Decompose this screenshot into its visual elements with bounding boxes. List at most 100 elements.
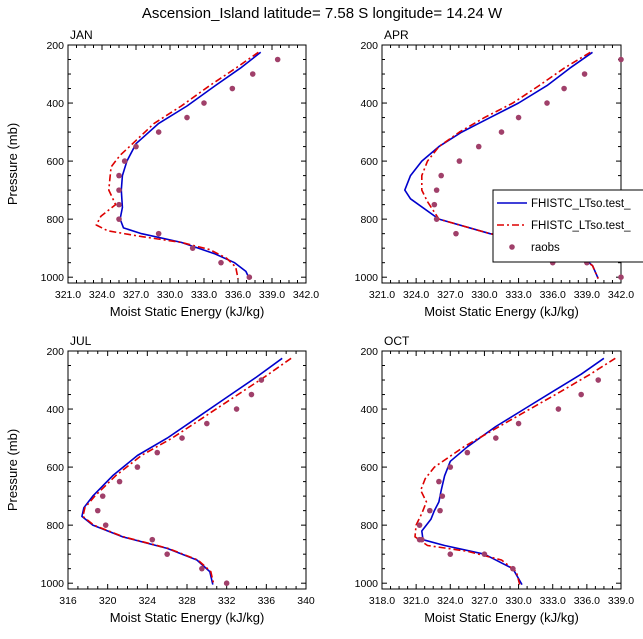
raobs-point bbox=[433, 216, 440, 222]
legend-label: raobs bbox=[531, 242, 560, 254]
x-tick-label: 336.0 bbox=[225, 289, 251, 301]
y-tick-label: 1000 bbox=[355, 578, 379, 590]
x-tick-label: 327.0 bbox=[471, 595, 497, 607]
raobs-point bbox=[439, 493, 446, 499]
raobs-point bbox=[184, 114, 190, 121]
raobs-point bbox=[248, 391, 255, 398]
x-tick-label: 316 bbox=[59, 595, 77, 607]
raobs-point bbox=[155, 129, 162, 135]
raobs-point bbox=[133, 143, 139, 150]
series-line-solid bbox=[119, 51, 262, 279]
y-tick-label: 1000 bbox=[41, 578, 65, 590]
x-tick-label: 320 bbox=[99, 595, 117, 607]
raobs-point bbox=[510, 565, 516, 572]
series-line-dashed bbox=[95, 51, 259, 279]
raobs-point bbox=[204, 420, 210, 427]
x-tick-label: 324.0 bbox=[89, 289, 115, 301]
raobs-point bbox=[427, 507, 433, 514]
y-tick-label: 200 bbox=[46, 40, 64, 52]
raobs-point bbox=[116, 187, 122, 193]
x-axis-label: Moist Static Energy (kJ/kg) bbox=[110, 304, 265, 319]
raobs-point bbox=[498, 129, 505, 135]
x-tick-label: 321.0 bbox=[55, 289, 81, 301]
panel-apr: APR 321.0 324.0 327.0 330.0 333.0 336.0 339.0 34… bbox=[355, 28, 635, 319]
x-tick-label: 324.0 bbox=[437, 595, 463, 607]
raobs-point bbox=[618, 56, 624, 63]
x-tick-label: 336.0 bbox=[574, 595, 600, 607]
raobs-point bbox=[493, 435, 499, 441]
raobs-point bbox=[433, 187, 440, 193]
x-tick-label: 342.0 bbox=[608, 289, 634, 301]
y-tick-label: 600 bbox=[360, 156, 378, 168]
y-tick-label: 600 bbox=[360, 462, 378, 474]
x-tick-label: 339.0 bbox=[608, 595, 634, 607]
x-tick-label: 333.0 bbox=[540, 595, 566, 607]
x-axis-label: Moist Static Energy (kJ/kg) bbox=[424, 610, 579, 625]
x-tick-label: 327.0 bbox=[437, 289, 463, 301]
panel-title: JUL bbox=[70, 334, 92, 348]
raobs-point bbox=[453, 230, 459, 237]
x-tick-label: 336 bbox=[258, 595, 276, 607]
raobs-point bbox=[201, 100, 207, 106]
plot-frame bbox=[67, 44, 307, 284]
series-line-dashed bbox=[414, 357, 616, 585]
x-tick-label: 324 bbox=[139, 595, 157, 607]
raobs-point bbox=[121, 158, 128, 164]
panel-title: OCT bbox=[384, 334, 410, 348]
y-tick-label: 400 bbox=[360, 98, 378, 110]
y-axis-label: Pressure (mb) bbox=[5, 123, 20, 205]
y-tick-label: 200 bbox=[360, 346, 378, 358]
raobs-point bbox=[149, 536, 156, 543]
raobs-point bbox=[481, 551, 488, 557]
legend-marker-raobs bbox=[509, 244, 515, 250]
raobs-point bbox=[515, 420, 522, 427]
raobs-point bbox=[246, 274, 253, 280]
raobs-point bbox=[595, 377, 602, 383]
y-axis-label: Pressure (mb) bbox=[5, 429, 20, 511]
x-tick-label: 321.0 bbox=[369, 289, 395, 301]
y-tick-label: 1000 bbox=[355, 272, 379, 284]
plot-frame bbox=[381, 350, 622, 590]
raobs-point bbox=[475, 143, 482, 150]
raobs-point bbox=[416, 522, 423, 528]
raobs-point bbox=[134, 464, 141, 470]
raobs-point bbox=[155, 230, 162, 237]
raobs-point bbox=[164, 551, 170, 557]
raobs-point bbox=[544, 100, 550, 106]
y-tick-label: 600 bbox=[46, 462, 64, 474]
x-tick-label: 330.0 bbox=[157, 289, 183, 301]
raobs-point bbox=[437, 507, 443, 514]
y-tick-label: 400 bbox=[46, 404, 64, 416]
raobs-point bbox=[218, 259, 224, 266]
raobs-point bbox=[456, 158, 463, 164]
x-tick-label: 336.0 bbox=[540, 289, 566, 301]
raobs-point bbox=[116, 172, 122, 179]
series-line-dashed bbox=[82, 357, 292, 585]
raobs-point bbox=[419, 536, 425, 543]
panel-jan: JAN 321.0 324.0 327.0 330.0 333.0 336.0 339.0 34… bbox=[5, 28, 319, 319]
x-tick-label: 321.0 bbox=[403, 595, 429, 607]
x-tick-label: 342.0 bbox=[293, 289, 319, 301]
legend-label: FHISTC_LTso.test_ bbox=[531, 220, 631, 232]
y-tick-label: 1000 bbox=[41, 272, 65, 284]
y-tick-label: 800 bbox=[46, 520, 64, 532]
y-tick-label: 400 bbox=[360, 404, 378, 416]
raobs-point bbox=[555, 406, 562, 412]
plot-frame bbox=[67, 350, 307, 590]
raobs-point bbox=[258, 377, 265, 383]
raobs-point bbox=[561, 85, 567, 92]
x-tick-label: 328 bbox=[178, 595, 196, 607]
raobs-point bbox=[578, 391, 584, 398]
raobs-point bbox=[431, 201, 438, 208]
raobs-point bbox=[116, 201, 122, 208]
raobs-point bbox=[199, 565, 205, 572]
legend: FHISTC_LTso.test_ FHISTC_LTso.test_raobs bbox=[492, 189, 643, 263]
raobs-point bbox=[515, 114, 522, 121]
x-tick-label: 339.0 bbox=[574, 289, 600, 301]
raobs-point bbox=[447, 464, 454, 470]
raobs-point bbox=[581, 71, 588, 77]
raobs-point bbox=[94, 507, 101, 514]
x-tick-label: 330.0 bbox=[505, 595, 531, 607]
y-tick-label: 200 bbox=[46, 346, 64, 358]
